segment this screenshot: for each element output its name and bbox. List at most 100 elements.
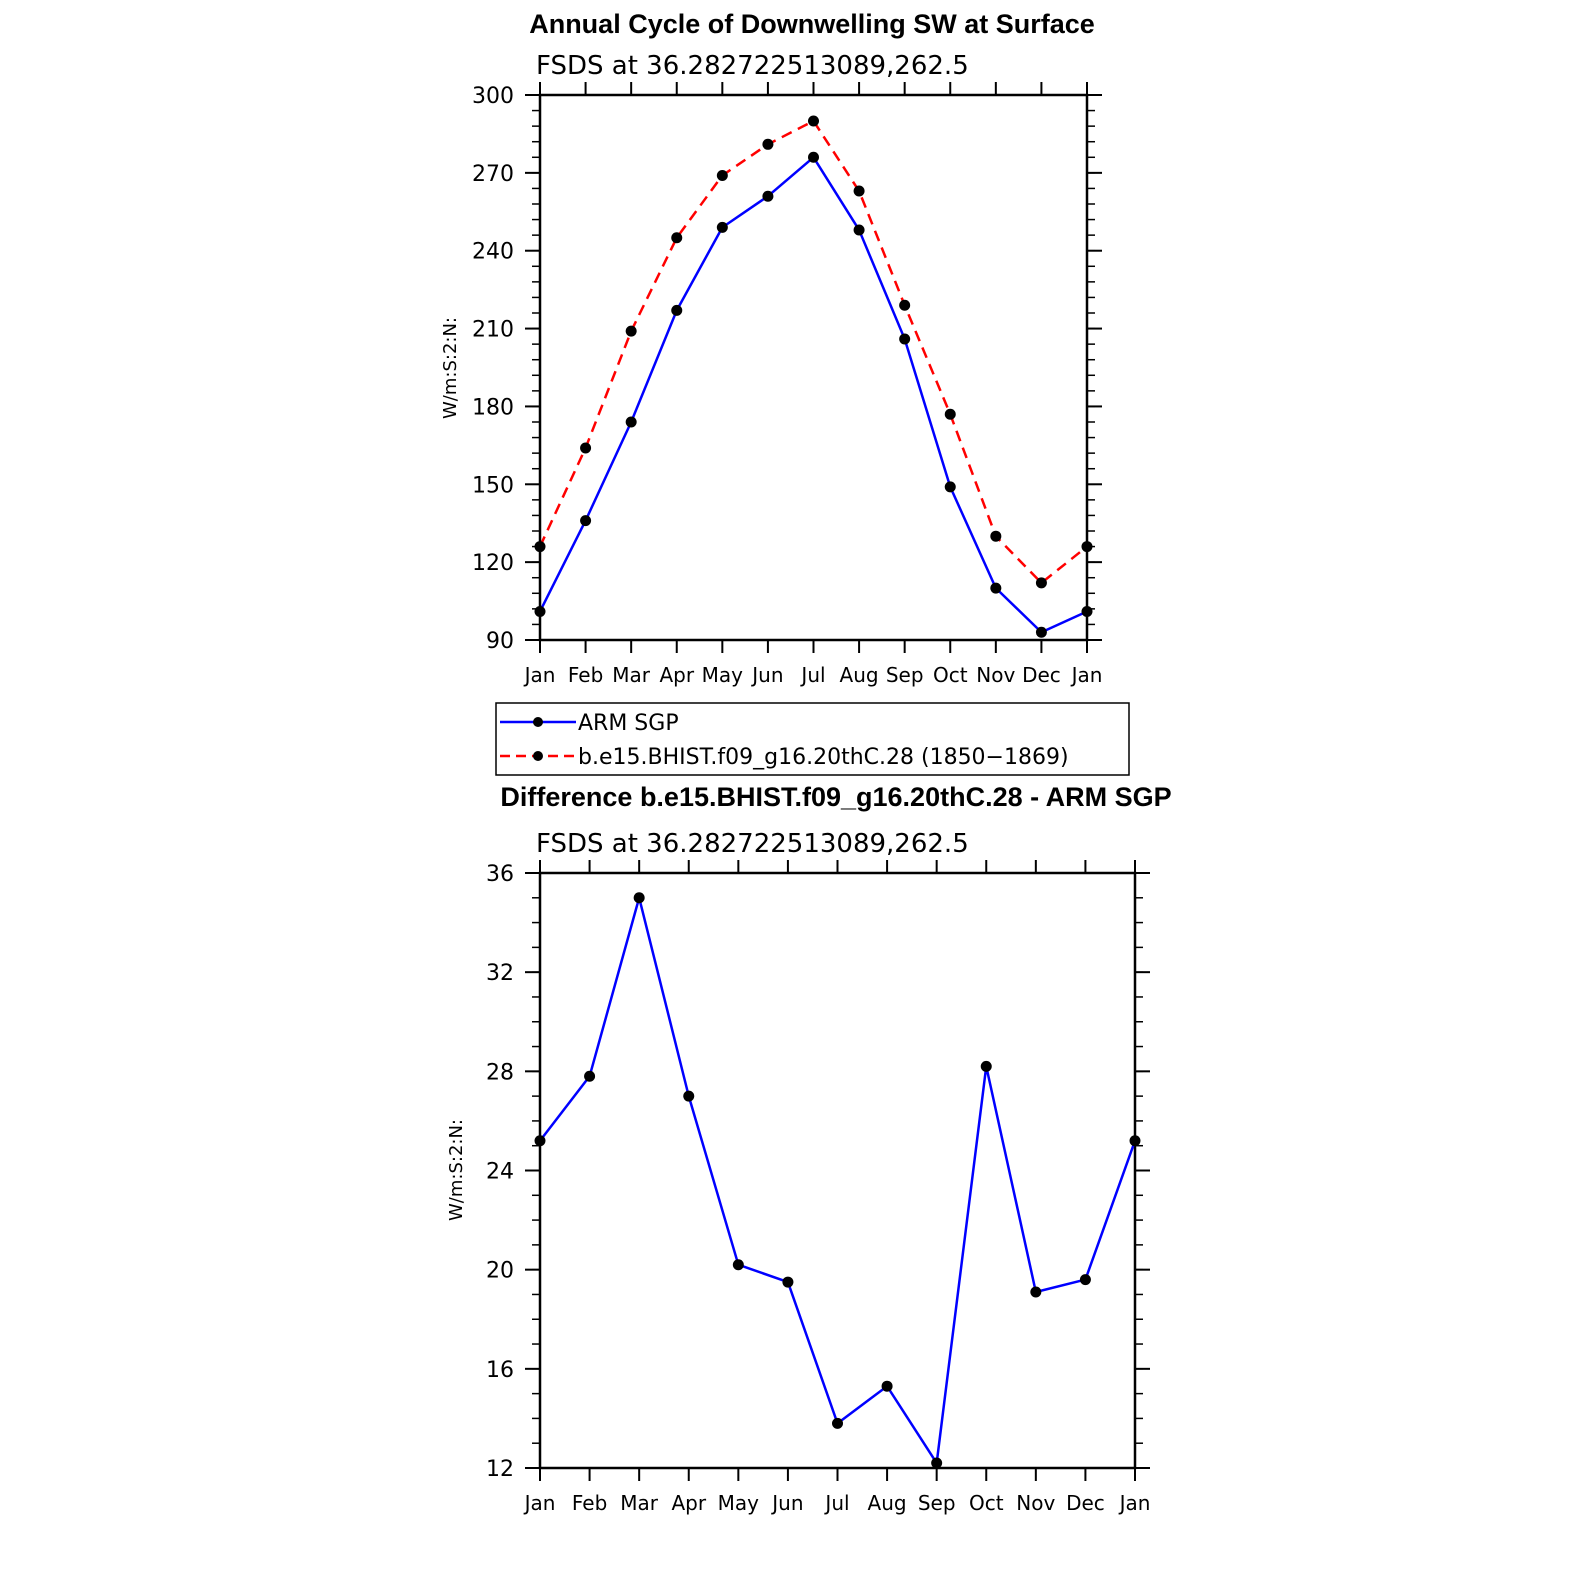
top-chart-title: Annual Cycle of Downwelling SW at Surfac… (529, 9, 1095, 39)
bottom-chart-series (539, 896, 1137, 1465)
legend-entry-model: b.e15.BHIST.f09_g16.20thC.28 (1850−1869) (500, 745, 1069, 770)
data-point (1081, 541, 1093, 553)
bottom-chart-y-axis-label: W/m:S:2:N: (446, 1119, 467, 1221)
data-point (853, 185, 865, 197)
data-point (716, 221, 728, 233)
x-tick-label: Feb (568, 663, 603, 687)
data-point (832, 1417, 843, 1429)
y-tick-label: 12 (486, 1457, 514, 1482)
data-point (534, 541, 546, 553)
data-point (1081, 605, 1093, 617)
top-chart-subtitle: FSDS at 36.282722513089,262.5 (536, 51, 969, 81)
data-point (808, 115, 819, 127)
data-point (899, 299, 911, 311)
series-line-0 (538, 156, 1088, 634)
data-point (1079, 1274, 1091, 1286)
y-tick-label: 20 (486, 1259, 514, 1284)
series-line-1 (538, 119, 1088, 585)
y-tick-label: 180 (472, 395, 514, 420)
x-tick-label: Jun (750, 663, 783, 687)
data-point (899, 333, 911, 345)
data-point (732, 1259, 744, 1271)
x-tick-label: Nov (1016, 1491, 1055, 1515)
x-tick-label: Jun (770, 1491, 803, 1515)
legend-label-arm-sgp: ARM SGP (578, 711, 679, 736)
x-tick-label: Nov (976, 663, 1015, 687)
data-point (782, 1276, 794, 1288)
data-point (853, 224, 865, 236)
data-point (633, 892, 645, 904)
data-point (671, 232, 683, 244)
data-point (1035, 626, 1047, 638)
y-tick-label: 270 (472, 162, 514, 187)
y-tick-label: 16 (486, 1358, 514, 1383)
x-tick-label: Aug (840, 663, 879, 687)
y-tick-label: 90 (486, 629, 514, 654)
top-chart-tick-labels: Jan Feb Mar Apr May Jun Jul Aug Sep Oct Nov Dec Jan 9… (472, 84, 1102, 687)
data-point (584, 1070, 596, 1082)
bottom-chart: Difference b.e15.BHIST.f09_g16.20thC.28 … (446, 782, 1172, 1515)
y-tick-label: 150 (472, 473, 514, 498)
x-tick-label: Feb (572, 1491, 607, 1515)
x-tick-label: Jan (1118, 1491, 1151, 1515)
x-tick-label: Jul (823, 1491, 849, 1515)
y-tick-label: 28 (486, 1060, 514, 1085)
top-chart-series (538, 119, 1088, 634)
x-tick-label: May (718, 1491, 760, 1515)
top-chart-y-axis-label: W/m:S:2:N: (440, 317, 461, 419)
bottom-chart-subtitle: FSDS at 36.282722513089,262.5 (536, 829, 969, 859)
y-tick-label: 120 (472, 551, 514, 576)
x-tick-label: Dec (1066, 1491, 1105, 1515)
y-tick-label: 24 (486, 1160, 514, 1185)
legend-marker-arm-sgp (533, 717, 543, 727)
legend-entry-arm-sgp: ARM SGP (500, 711, 679, 736)
data-point (944, 408, 956, 420)
data-point (683, 1090, 695, 1102)
x-tick-label: Jan (523, 663, 556, 687)
data-point (671, 304, 683, 316)
legend-marker-model (533, 751, 543, 761)
data-point (990, 582, 1002, 594)
y-tick-label: 36 (486, 862, 514, 887)
series-line-0 (539, 896, 1137, 1465)
x-tick-label: Apr (659, 663, 694, 687)
data-point (762, 138, 774, 150)
y-tick-label: 210 (472, 318, 514, 343)
plot-frame (538, 871, 1137, 1470)
y-tick-label: 300 (472, 84, 514, 109)
top-chart-axes (525, 82, 1102, 653)
data-point (534, 605, 546, 617)
bottom-chart-markers (534, 892, 1141, 1469)
data-point (716, 169, 728, 181)
top-chart-markers (534, 115, 1093, 638)
x-tick-label: Dec (1022, 663, 1061, 687)
x-tick-label: Jan (1070, 663, 1103, 687)
data-point (990, 530, 1002, 542)
data-point (881, 1380, 893, 1392)
x-tick-label: Mar (620, 1491, 659, 1515)
data-point (762, 190, 774, 202)
data-point (808, 151, 819, 163)
y-tick-label: 240 (472, 240, 514, 265)
x-tick-label: Sep (918, 1491, 956, 1515)
x-tick-label: Jan (523, 1491, 556, 1515)
data-point (1030, 1286, 1042, 1298)
x-tick-label: Oct (933, 663, 968, 687)
x-tick-label: Apr (671, 1491, 706, 1515)
legend: ARM SGP b.e15.BHIST.f09_g16.20thC.28 (18… (495, 702, 1130, 776)
x-tick-label: Sep (886, 663, 924, 687)
data-point (580, 515, 592, 527)
y-tick-label: 32 (486, 961, 514, 986)
x-tick-label: Jul (799, 663, 825, 687)
data-point (625, 416, 637, 428)
data-point (931, 1457, 943, 1469)
plot-frame (538, 93, 1089, 642)
data-point (980, 1060, 992, 1072)
data-point (580, 442, 592, 454)
bottom-chart-axes (525, 860, 1150, 1481)
data-point (944, 481, 956, 493)
x-tick-label: Aug (868, 1491, 907, 1515)
x-tick-label: May (702, 663, 744, 687)
data-point (1035, 577, 1047, 589)
